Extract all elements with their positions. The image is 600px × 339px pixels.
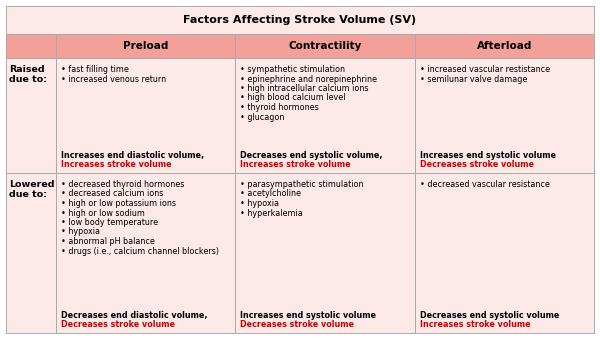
Text: • drugs (i.e., calcium channel blockers): • drugs (i.e., calcium channel blockers) [61, 246, 219, 256]
Text: • high blood calcium level: • high blood calcium level [241, 94, 346, 102]
Text: • low body temperature: • low body temperature [61, 218, 158, 227]
Bar [415, 58, 594, 173]
Text: • decreased vascular resistance: • decreased vascular resistance [419, 180, 550, 189]
Text: • hypoxia: • hypoxia [61, 227, 100, 237]
Text: • fast filling time: • fast filling time [61, 65, 129, 74]
Bar [6, 58, 56, 173]
Text: Afterload: Afterload [476, 41, 532, 51]
Text: • semilunar valve damage: • semilunar valve damage [419, 75, 527, 83]
Text: • thyroid hormones: • thyroid hormones [241, 103, 319, 112]
Text: Increases stroke volume: Increases stroke volume [241, 160, 351, 169]
Text: Contractility: Contractility [289, 41, 362, 51]
Text: • parasympathetic stimulation: • parasympathetic stimulation [241, 180, 364, 189]
Text: Decreases stroke volume: Decreases stroke volume [419, 160, 533, 169]
Bar [415, 34, 594, 58]
Text: Decreases stroke volume: Decreases stroke volume [241, 320, 355, 329]
Text: Factors Affecting Stroke Volume (SV): Factors Affecting Stroke Volume (SV) [184, 15, 416, 25]
Text: Increases end diastolic volume,: Increases end diastolic volume, [61, 151, 204, 160]
Bar [56, 58, 235, 173]
Text: Decreases end systolic volume: Decreases end systolic volume [419, 311, 559, 320]
Text: • increased venous return: • increased venous return [61, 75, 166, 83]
Text: Decreases end systolic volume,: Decreases end systolic volume, [241, 151, 383, 160]
Text: Decreases end diastolic volume,: Decreases end diastolic volume, [61, 311, 208, 320]
Text: • high intracellular calcium ions: • high intracellular calcium ions [241, 84, 369, 93]
Text: Decreases stroke volume: Decreases stroke volume [61, 320, 175, 329]
Bar [6, 6, 594, 34]
Text: Preload: Preload [123, 41, 169, 51]
Text: • sympathetic stimulation: • sympathetic stimulation [241, 65, 346, 74]
Bar [56, 34, 235, 58]
Text: • high or low sodium: • high or low sodium [61, 208, 145, 218]
Text: Raised
due to:: Raised due to: [9, 65, 47, 84]
Text: Increases stroke volume: Increases stroke volume [61, 160, 172, 169]
Text: • epinephrine and norepinephrine: • epinephrine and norepinephrine [241, 75, 377, 83]
Text: • acetylcholine: • acetylcholine [241, 190, 301, 199]
Text: • decreased thyroid hormones: • decreased thyroid hormones [61, 180, 184, 189]
Bar [6, 34, 56, 58]
Text: • hyperkalemia: • hyperkalemia [241, 208, 303, 218]
Text: • abnormal pH balance: • abnormal pH balance [61, 237, 155, 246]
Bar [6, 173, 56, 333]
Text: Lowered
due to:: Lowered due to: [9, 180, 55, 199]
Bar [415, 173, 594, 333]
Text: Increases end systolic volume: Increases end systolic volume [419, 151, 556, 160]
Text: • increased vascular restistance: • increased vascular restistance [419, 65, 550, 74]
Bar [235, 34, 415, 58]
Bar [235, 58, 415, 173]
Bar [235, 173, 415, 333]
Text: • decreased calcium ions: • decreased calcium ions [61, 190, 163, 199]
Text: • high or low potassium ions: • high or low potassium ions [61, 199, 176, 208]
Text: Increases end systolic volume: Increases end systolic volume [241, 311, 376, 320]
Text: • glucagon: • glucagon [241, 113, 285, 121]
Bar [56, 173, 235, 333]
Text: • hypoxia: • hypoxia [241, 199, 280, 208]
Text: Increases stroke volume: Increases stroke volume [419, 320, 530, 329]
